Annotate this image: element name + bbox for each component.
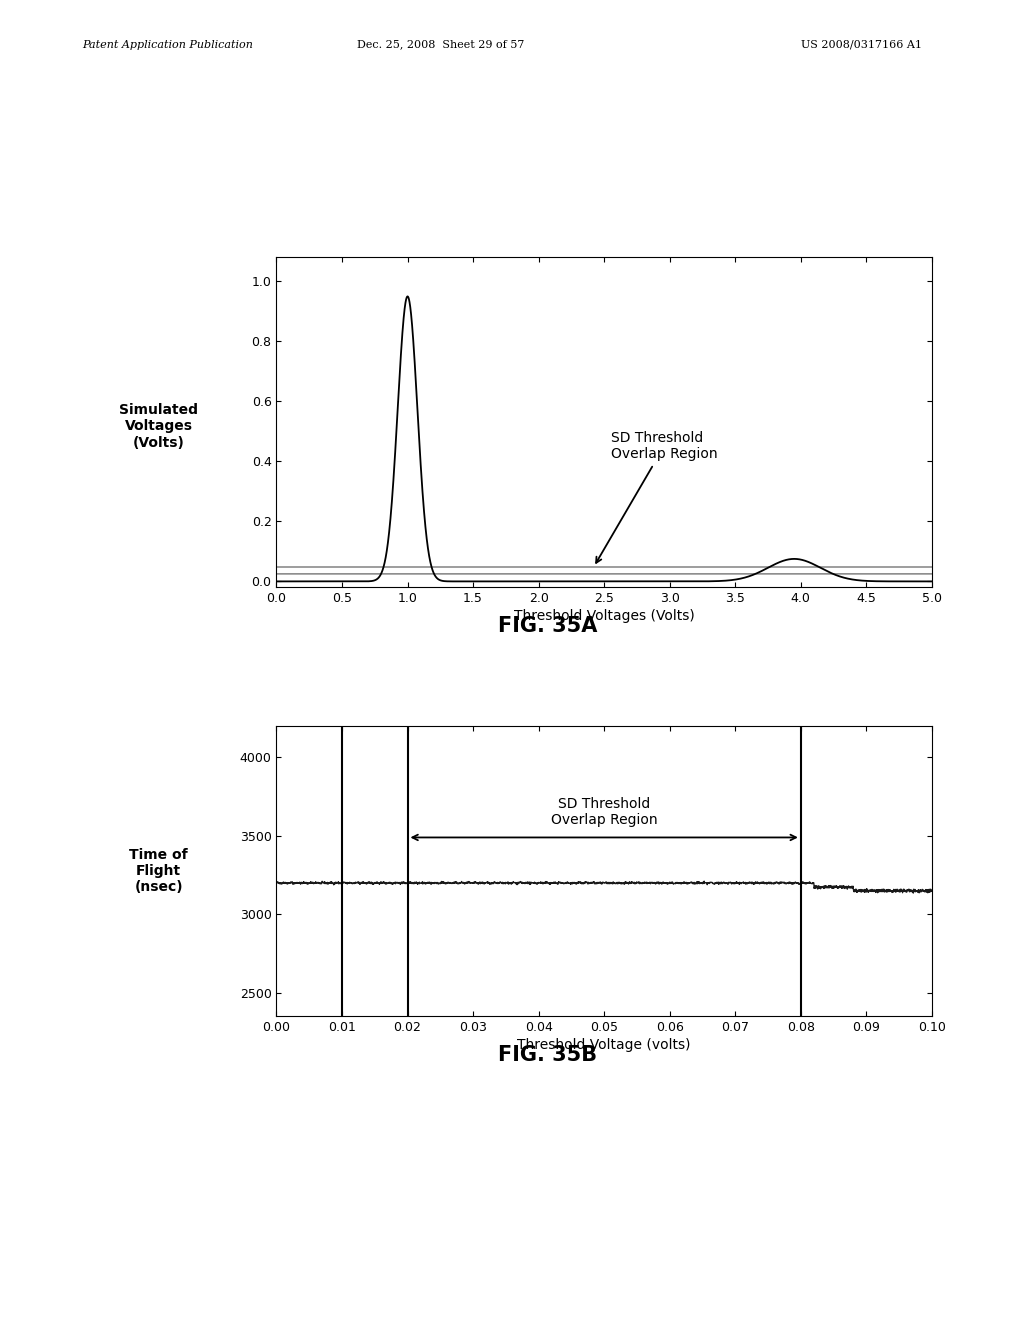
Text: Simulated
Voltages
(Volts): Simulated Voltages (Volts) (119, 403, 199, 450)
Text: US 2008/0317166 A1: US 2008/0317166 A1 (801, 40, 922, 50)
Text: Patent Application Publication: Patent Application Publication (82, 40, 253, 50)
Text: SD Threshold
Overlap Region: SD Threshold Overlap Region (596, 432, 718, 562)
Text: SD Threshold
Overlap Region: SD Threshold Overlap Region (551, 797, 657, 828)
Text: FIG. 35B: FIG. 35B (499, 1045, 597, 1065)
Text: FIG. 35A: FIG. 35A (498, 616, 598, 636)
X-axis label: Threshold Voltages (Volts): Threshold Voltages (Volts) (514, 610, 694, 623)
Text: Time of
Flight
(nsec): Time of Flight (nsec) (129, 847, 188, 895)
X-axis label: Threshold Voltage (volts): Threshold Voltage (volts) (517, 1039, 691, 1052)
Text: Dec. 25, 2008  Sheet 29 of 57: Dec. 25, 2008 Sheet 29 of 57 (356, 40, 524, 50)
